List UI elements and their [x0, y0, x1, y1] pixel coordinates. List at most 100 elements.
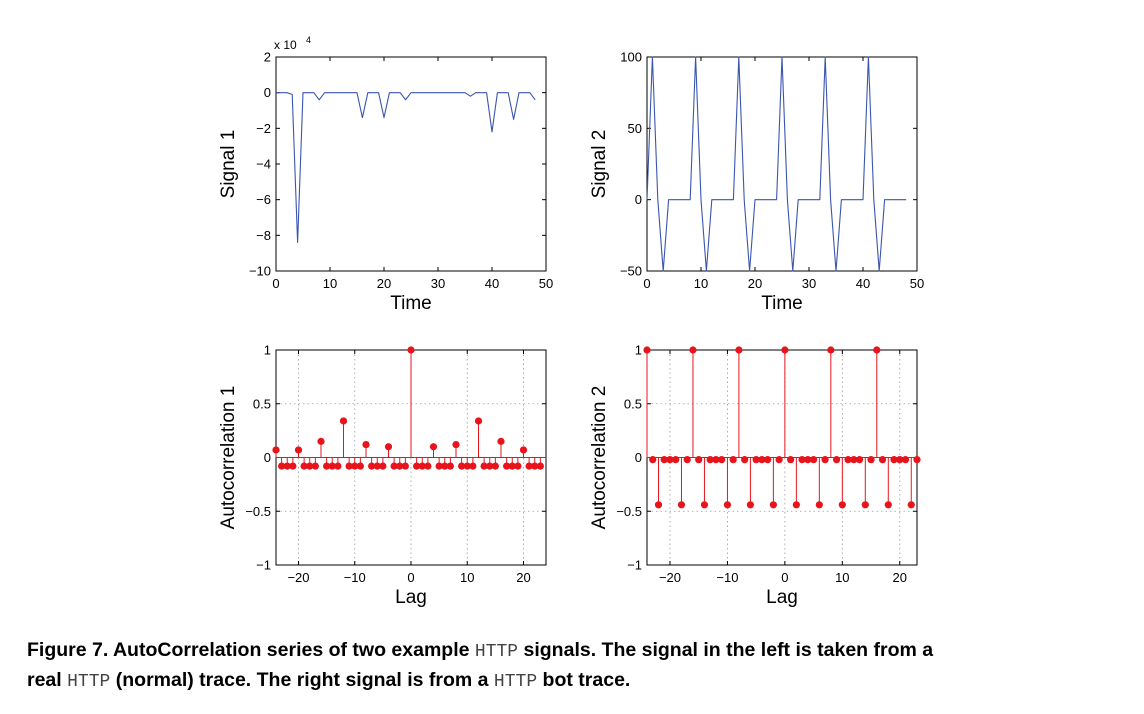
x-tick-label: −10: [344, 570, 366, 585]
stem-marker: [429, 443, 438, 451]
x-tick-label: 30: [431, 276, 445, 291]
x-tick-label: 40: [856, 276, 870, 291]
stem-marker: [775, 456, 783, 464]
stem-marker: [873, 346, 881, 354]
x-tick-label: 10: [460, 570, 474, 585]
x-axis-label: Time: [761, 293, 803, 314]
stem-marker: [384, 443, 393, 451]
signal-1-plot: 0 10 20 30 40 50 −10 −8 −6 −4 −2 0 2 Time Signal 1 x 10…: [218, 35, 553, 314]
autocorrelation-1-plot: −20 −10 0 10 20 −1 −0.5 0 0.5 1 Lag Autocorrelation…: [218, 343, 547, 608]
stem-marker: [401, 462, 409, 470]
y-tick-label: 1: [635, 343, 642, 358]
stem-marker: [815, 501, 823, 509]
caption-code: HTTP: [67, 672, 111, 692]
stem-marker: [804, 456, 812, 464]
y-tick-label: 100: [620, 50, 642, 65]
caption-text: bot trace.: [537, 669, 631, 691]
stem-marker: [390, 462, 398, 470]
stem-marker: [654, 501, 663, 509]
exponent-label: x 10: [274, 38, 297, 52]
x-tick-label: 30: [802, 276, 816, 291]
x-axis-label: Lag: [395, 587, 427, 608]
stem-marker: [441, 462, 449, 470]
stem-marker: [446, 462, 454, 470]
x-tick-label: −20: [287, 570, 309, 585]
stem-marker: [497, 437, 505, 445]
y-tick-label: 0: [635, 192, 642, 207]
stem-marker: [850, 456, 858, 464]
stem-marker: [700, 501, 709, 509]
x-tick-label: 20: [748, 276, 762, 291]
stem-marker: [413, 462, 421, 470]
x-tick-label: −20: [659, 570, 681, 585]
stem-marker: [752, 456, 760, 464]
x-tick-label: 10: [694, 276, 708, 291]
stem-marker: [491, 462, 499, 470]
stem-marker: [878, 456, 887, 464]
stem-marker: [480, 462, 488, 470]
stem-marker: [418, 462, 426, 470]
stem-marker: [452, 441, 460, 449]
stem-marker: [683, 456, 691, 464]
stem-marker: [689, 346, 697, 354]
y-tick-label: −8: [256, 228, 271, 243]
x-tick-label: 20: [893, 570, 907, 585]
stem-marker: [525, 462, 533, 470]
stem-marker: [536, 462, 544, 470]
x-tick-label: 50: [910, 276, 924, 291]
x-axis-label: Time: [390, 293, 432, 314]
x-tick-label: 20: [377, 276, 391, 291]
stem-marker: [712, 456, 720, 464]
stem-marker: [901, 456, 910, 464]
x-axis-label: Lag: [766, 587, 798, 608]
stem-marker: [458, 462, 466, 470]
axes-frame: [275, 56, 547, 272]
y-tick-label: 0: [635, 450, 642, 465]
stem-marker: [764, 456, 772, 464]
y-axis-label: Signal 1: [218, 130, 239, 199]
stem-marker: [718, 456, 726, 464]
y-tick-label: −10: [249, 264, 271, 279]
stem-marker: [368, 462, 376, 470]
y-tick-label: −1: [627, 558, 642, 573]
x-tick-label: 0: [272, 276, 279, 291]
stem-marker: [311, 462, 319, 470]
y-tick-label: 2: [264, 50, 271, 65]
y-tick-label: 0.5: [624, 396, 642, 411]
x-tick-label: 20: [516, 570, 530, 585]
caption-text: (normal) trace. The right signal is from…: [110, 669, 494, 691]
stem-marker: [867, 456, 875, 464]
stem-marker: [677, 501, 686, 509]
stem-marker: [306, 462, 314, 470]
x-tick-label: 0: [407, 570, 414, 585]
y-tick-label: −6: [256, 192, 271, 207]
stem-marker: [672, 456, 680, 464]
stem-marker: [294, 446, 303, 454]
caption-code: HTTP: [493, 672, 538, 692]
stem-marker: [300, 462, 308, 470]
y-axis-label: Autocorrelation 1: [218, 386, 239, 530]
stem-marker: [407, 346, 415, 354]
y-axis-label: Autocorrelation 2: [589, 386, 610, 530]
series-line: [276, 92, 536, 244]
caption-text: real: [27, 669, 68, 691]
stem-marker: [474, 417, 483, 425]
stem-marker: [278, 462, 286, 470]
stem-marker: [787, 456, 795, 464]
stem-marker: [469, 462, 477, 470]
stem-marker: [339, 417, 348, 425]
stem-marker: [396, 462, 404, 470]
stem-marker: [373, 462, 381, 470]
y-tick-label: 0: [264, 85, 271, 100]
stem-marker: [351, 462, 359, 470]
stem-marker: [913, 456, 921, 464]
stem-marker: [884, 501, 892, 509]
y-tick-label: −50: [620, 264, 642, 279]
y-tick-label: 0.5: [253, 396, 271, 411]
y-axis-label: Signal 2: [589, 130, 610, 199]
y-tick-label: −0.5: [245, 504, 271, 519]
caption-text: Figure 7. AutoCorrelation series of two …: [27, 639, 475, 661]
stem-marker: [643, 346, 651, 354]
stem-marker: [649, 456, 657, 464]
